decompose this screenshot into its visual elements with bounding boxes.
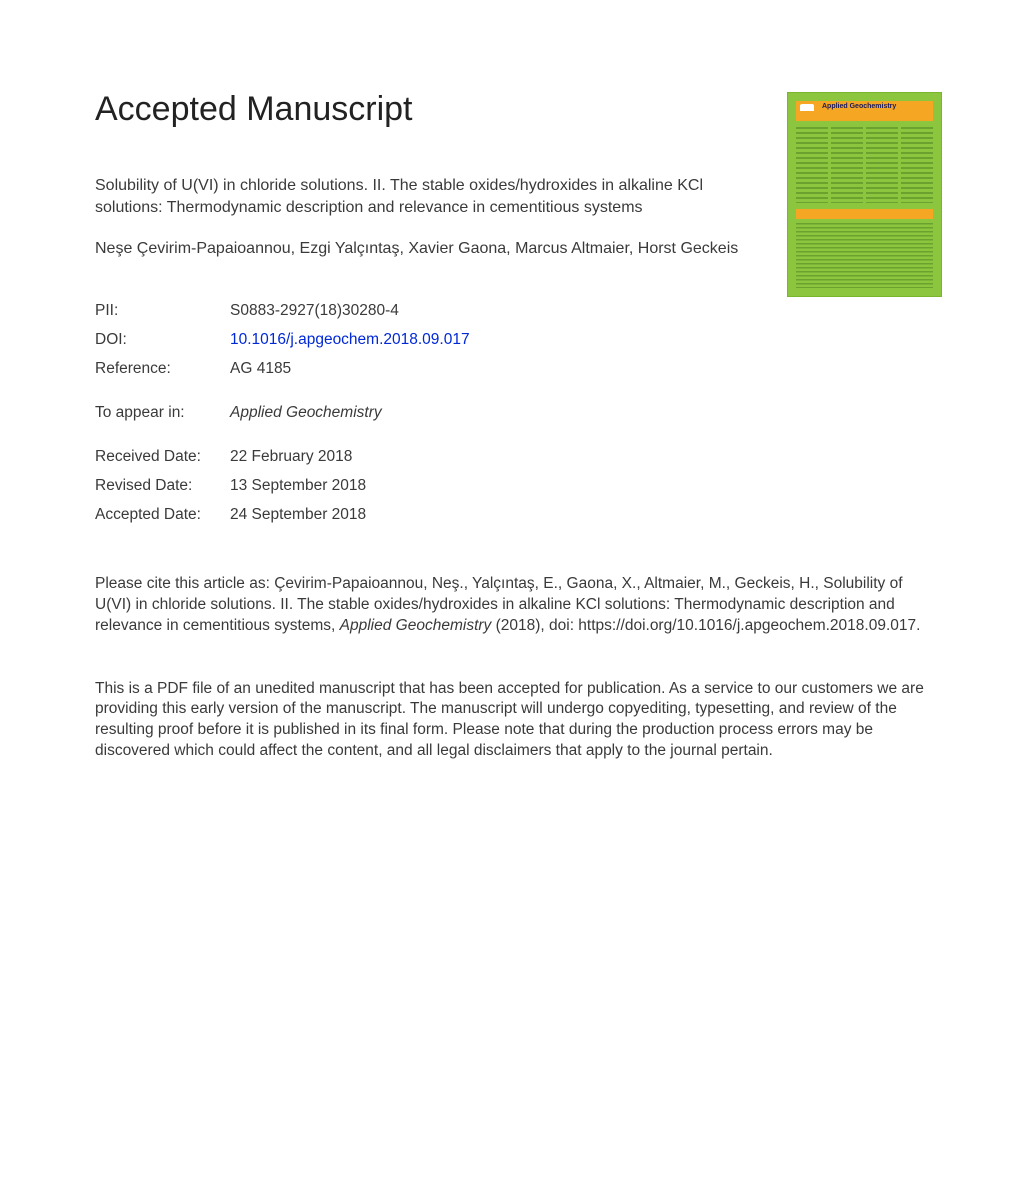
meta-row-pii: PII: S0883-2927(18)30280-4 [95, 302, 940, 320]
cover-section-band [796, 209, 933, 219]
citation-block: Please cite this article as: Çevirim-Pap… [95, 574, 940, 637]
meta-row-received: Received Date: 22 February 2018 [95, 448, 940, 466]
meta-value: Applied Geochemistry [230, 404, 382, 422]
meta-value: AG 4185 [230, 360, 291, 378]
meta-label: To appear in: [95, 404, 230, 422]
citation-journal: Applied Geochemistry [340, 617, 492, 634]
disclaimer-block: This is a PDF file of an unedited manusc… [95, 679, 940, 763]
meta-value: S0883-2927(18)30280-4 [230, 302, 399, 320]
meta-label: DOI: [95, 331, 230, 349]
meta-row-accepted: Accepted Date: 24 September 2018 [95, 506, 940, 524]
manuscript-page: Applied Geochemistry Accepted Manuscript… [0, 0, 1020, 822]
meta-label: Received Date: [95, 448, 230, 466]
citation-suffix: (2018), doi: https://doi.org/10.1016/j.a… [491, 617, 920, 634]
meta-value: 22 February 2018 [230, 448, 352, 466]
meta-label: PII: [95, 302, 230, 320]
author-list: Neşe Çevirim-Papaioannou, Ezgi Yalçıntaş… [95, 238, 775, 260]
publisher-logo-icon [800, 104, 814, 118]
meta-label: Reference: [95, 360, 230, 378]
meta-row-doi: DOI: 10.1016/j.apgeochem.2018.09.017 [95, 331, 940, 349]
cover-abstract-lines [796, 223, 933, 288]
doi-link[interactable]: 10.1016/j.apgeochem.2018.09.017 [230, 331, 470, 349]
meta-label: Revised Date: [95, 477, 230, 495]
meta-row-revised: Revised Date: 13 September 2018 [95, 477, 940, 495]
meta-row-reference: Reference: AG 4185 [95, 360, 940, 378]
meta-label: Accepted Date: [95, 506, 230, 524]
meta-row-to-appear: To appear in: Applied Geochemistry [95, 404, 940, 422]
meta-value: 13 September 2018 [230, 477, 366, 495]
cover-title-band: Applied Geochemistry [796, 101, 933, 121]
article-title: Solubility of U(VI) in chloride solution… [95, 175, 775, 218]
metadata-table: PII: S0883-2927(18)30280-4 DOI: 10.1016/… [95, 302, 940, 524]
journal-cover-thumbnail: Applied Geochemistry [787, 92, 942, 297]
cover-editor-columns [796, 127, 933, 203]
meta-value: 24 September 2018 [230, 506, 366, 524]
cover-journal-title: Applied Geochemistry [822, 103, 896, 110]
